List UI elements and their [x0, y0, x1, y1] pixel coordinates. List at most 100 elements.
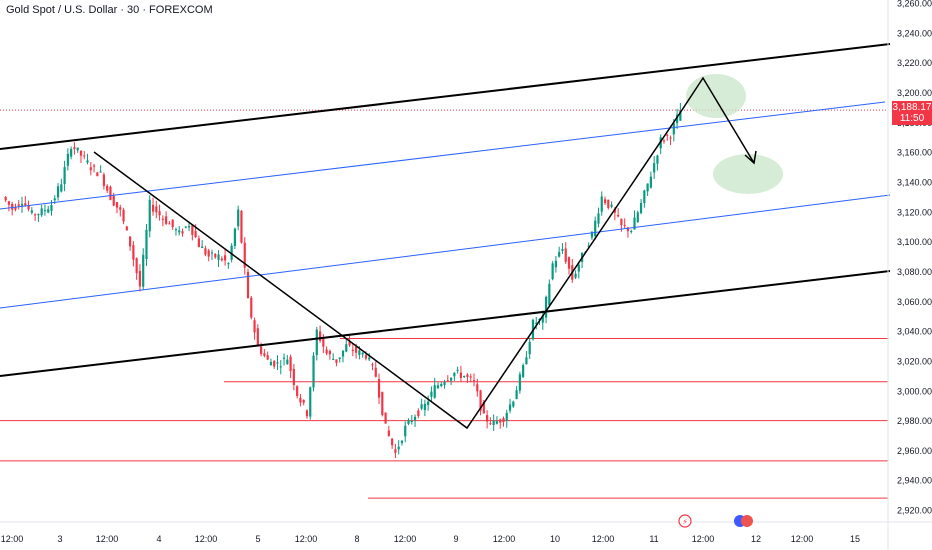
- candle-body: [430, 391, 433, 397]
- candle-body: [407, 420, 410, 424]
- candle-body: [20, 203, 24, 206]
- candle-body: [410, 420, 413, 423]
- candle-body: [423, 403, 426, 411]
- candle-body: [328, 350, 331, 355]
- candle-body: [636, 212, 639, 222]
- candle-body: [387, 430, 390, 436]
- candle-body: [413, 416, 417, 421]
- candle-body: [338, 357, 341, 359]
- candle-body: [56, 186, 60, 198]
- candle-body: [482, 401, 485, 414]
- x-tick-label: 12:00: [195, 534, 218, 544]
- candle-body: [391, 438, 394, 446]
- candle-body: [495, 421, 499, 424]
- candle-body: [607, 199, 610, 209]
- candle-body: [30, 210, 33, 213]
- candle-body: [358, 350, 361, 355]
- candle-body: [165, 216, 168, 224]
- candle-body: [282, 357, 286, 359]
- candle-body: [266, 355, 269, 360]
- candle-body: [204, 248, 207, 255]
- candle-body: [34, 214, 37, 216]
- y-tick-label: 2,980.00: [897, 416, 932, 426]
- projection-arrow-line: [681, 76, 755, 164]
- candle-body: [394, 449, 397, 453]
- candle-body: [279, 366, 282, 368]
- candle-body: [155, 206, 158, 213]
- candle-body: [332, 358, 335, 360]
- candle-body: [102, 174, 105, 186]
- y-tick-label: 3,220.00: [897, 58, 932, 68]
- candle-body: [161, 218, 164, 220]
- x-tick-label: 12:00: [692, 534, 715, 544]
- candle-body: [476, 384, 479, 392]
- candle-body: [40, 208, 43, 216]
- y-tick-label: 3,020.00: [897, 356, 932, 366]
- candle-body: [594, 220, 597, 237]
- candle-body: [617, 214, 620, 217]
- candle-body: [158, 211, 161, 216]
- y-tick-label: 3,200.00: [897, 88, 932, 98]
- candle-body: [86, 160, 89, 163]
- x-tick-label: 4: [156, 534, 161, 544]
- candle-body: [83, 155, 86, 157]
- zigzag-pattern-line: [93, 109, 683, 430]
- x-tick-label: 12:00: [295, 534, 318, 544]
- candle-body: [567, 257, 571, 269]
- candle-body: [597, 213, 600, 224]
- candle-body: [233, 228, 237, 247]
- candle-body: [463, 375, 466, 378]
- y-tick-label: 3,140.00: [897, 177, 932, 187]
- y-tick-label: 2,920.00: [897, 506, 932, 516]
- candle-body: [207, 250, 210, 257]
- candle-body: [194, 231, 197, 238]
- candle-body: [633, 217, 636, 230]
- candle-body: [522, 365, 525, 377]
- candle-body: [246, 271, 250, 299]
- candle-body: [260, 346, 263, 355]
- candle-body: [171, 219, 174, 228]
- x-tick-label: 10: [550, 534, 560, 544]
- candle-body: [191, 225, 194, 235]
- candle-body: [99, 171, 102, 173]
- x-tick-label: 12:00: [96, 534, 119, 544]
- candle-body: [551, 263, 554, 280]
- candle-body: [253, 320, 256, 333]
- candle-body: [7, 201, 11, 205]
- candle-body: [351, 349, 354, 352]
- candle-body: [263, 353, 266, 356]
- candle-body: [43, 210, 47, 212]
- candle-body: [322, 337, 325, 347]
- candle-body: [456, 369, 459, 371]
- candle-body: [217, 254, 220, 260]
- candle-body: [479, 390, 482, 411]
- candle-body: [269, 362, 273, 366]
- candle-body: [518, 374, 521, 391]
- candle-body: [73, 147, 76, 150]
- candle-body: [115, 202, 119, 208]
- candle-body: [587, 245, 590, 247]
- candle-body: [240, 210, 243, 243]
- candle-body: [11, 204, 14, 210]
- candle-body: [24, 203, 27, 206]
- candle-body: [397, 446, 400, 450]
- candle-body: [554, 260, 557, 268]
- candle-body: [37, 214, 40, 216]
- candle-body: [187, 225, 191, 228]
- candle-body: [299, 397, 302, 403]
- candle-body: [443, 381, 446, 385]
- candle-body: [472, 380, 476, 382]
- candle-body: [499, 419, 502, 423]
- lightning-event-icon: [678, 514, 692, 528]
- candle-body: [214, 253, 217, 258]
- x-tick-label: 12:00: [592, 534, 615, 544]
- x-tick-label: 12:00: [791, 534, 814, 544]
- x-tick-label: 11: [649, 534, 658, 544]
- candle-body: [237, 209, 240, 227]
- y-tick-label: 3,060.00: [897, 297, 932, 307]
- y-tick-label: 3,000.00: [897, 386, 932, 396]
- candle-body: [653, 163, 656, 173]
- target-zone-upper: [686, 74, 746, 118]
- candle-body: [420, 404, 423, 409]
